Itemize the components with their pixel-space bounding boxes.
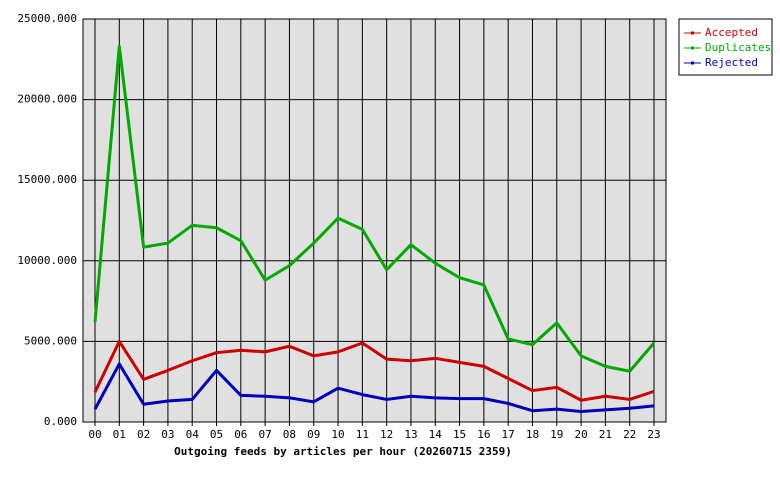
x-tick-label: 18 — [526, 428, 539, 441]
legend-label: Duplicates — [705, 41, 771, 54]
x-tick-label: 14 — [429, 428, 443, 441]
legend-label: Rejected — [705, 56, 758, 69]
x-tick-label: 05 — [210, 428, 223, 441]
plot-area — [82, 18, 667, 423]
y-tick-label: 20000.000 — [17, 93, 77, 106]
x-tick-label: 02 — [137, 428, 150, 441]
y-tick-label: 0.000 — [44, 415, 77, 428]
x-tick-label: 12 — [380, 428, 393, 441]
legend-marker — [691, 46, 694, 50]
x-tick-label: 04 — [186, 428, 200, 441]
x-tick-label: 13 — [404, 428, 417, 441]
series-line — [93, 339, 655, 402]
legend-box — [678, 18, 773, 76]
legend-label: Accepted — [705, 26, 758, 39]
x-axis-label: Outgoing feeds by articles per hour (202… — [174, 445, 512, 458]
x-tick-label: 16 — [477, 428, 490, 441]
x-tick-label: 00 — [88, 428, 101, 441]
x-tick-label: 11 — [356, 428, 369, 441]
x-tick-label: 22 — [623, 428, 636, 441]
x-tick-label: 06 — [234, 428, 247, 441]
y-tick-label: 25000.000 — [17, 12, 77, 25]
x-tick-label: 01 — [113, 428, 126, 441]
x-tick-label: 20 — [574, 428, 587, 441]
x-tick-label: 19 — [550, 428, 563, 441]
x-tick-label: 08 — [283, 428, 296, 441]
x-tick-label: 21 — [599, 428, 612, 441]
y-tick-label: 5000.000 — [24, 334, 77, 347]
series-line — [93, 362, 655, 414]
y-tick-label: 10000.000 — [17, 254, 77, 267]
legend-marker — [691, 61, 694, 65]
y-tick-label: 15000.000 — [17, 173, 77, 186]
series-line — [93, 44, 656, 373]
x-tick-label: 15 — [453, 428, 466, 441]
x-tick-label: 09 — [307, 428, 320, 441]
x-tick-label: 07 — [259, 428, 272, 441]
legend-marker — [691, 31, 694, 35]
x-tick-label: 03 — [161, 428, 174, 441]
x-tick-label: 23 — [647, 428, 660, 441]
x-tick-label: 17 — [502, 428, 515, 441]
x-tick-label: 10 — [331, 428, 344, 441]
